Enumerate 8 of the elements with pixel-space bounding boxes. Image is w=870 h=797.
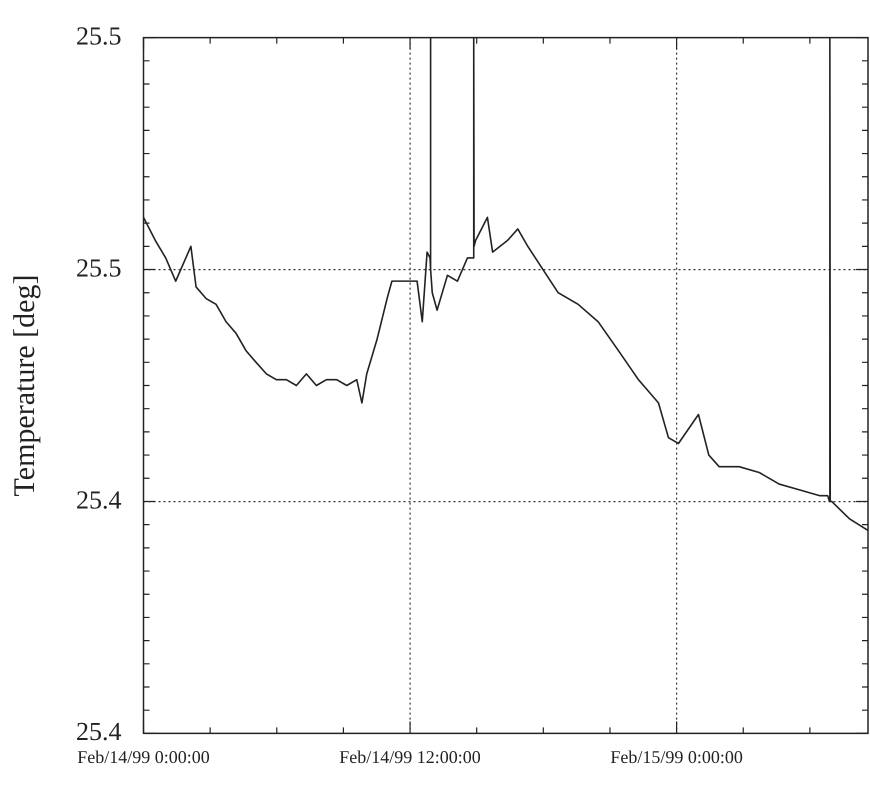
- y-axis-title: Temperature [deg]: [8, 274, 41, 496]
- y-tick-label: 25.4: [76, 485, 122, 514]
- y-tick-label: 25.5: [76, 21, 122, 50]
- y-tick-label: 25.5: [76, 253, 122, 282]
- y-tick-label: 25.4: [76, 717, 122, 746]
- x-tick-label: Feb/14/99 0:00:00: [77, 746, 210, 767]
- x-tick-label: Feb/14/99 12:00:00: [339, 746, 481, 767]
- x-tick-label: Feb/15/99 0:00:00: [610, 746, 743, 767]
